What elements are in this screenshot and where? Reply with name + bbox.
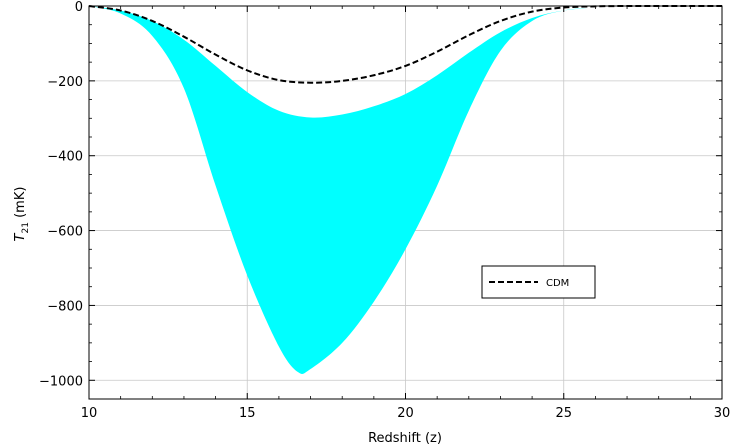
- y-tick-label: −800: [47, 299, 83, 314]
- y-tick-labels: 0 −200 −400 −600 −800 −1000: [39, 0, 83, 389]
- y-tick-label: 0: [75, 0, 83, 15]
- legend: CDM: [481, 265, 596, 299]
- y-tick-label: −400: [47, 150, 83, 165]
- y-axis-label-main: T: [13, 232, 28, 241]
- x-tick-label: 25: [555, 406, 572, 421]
- y-tick-label: −200: [47, 75, 83, 90]
- x-tick-label: 10: [81, 406, 98, 421]
- y-axis-label-unit: (mK): [13, 187, 28, 222]
- y-axis-label: T21 (mK): [13, 187, 31, 242]
- x-tick-label: 20: [397, 406, 414, 421]
- ticks: [88, 5, 723, 400]
- model-range-band: [89, 5, 722, 375]
- legend-cdm-label: CDM: [546, 278, 569, 289]
- x-axis-label: Redshift (z): [368, 431, 442, 446]
- x-tick-labels: 10 15 20 25 30: [81, 406, 731, 421]
- y-tick-label: −600: [47, 225, 83, 240]
- x-tick-label: 30: [714, 406, 731, 421]
- y-axis-label-sub: 21: [21, 222, 31, 233]
- x-tick-label: 15: [239, 406, 256, 421]
- y-tick-label: −1000: [39, 374, 83, 389]
